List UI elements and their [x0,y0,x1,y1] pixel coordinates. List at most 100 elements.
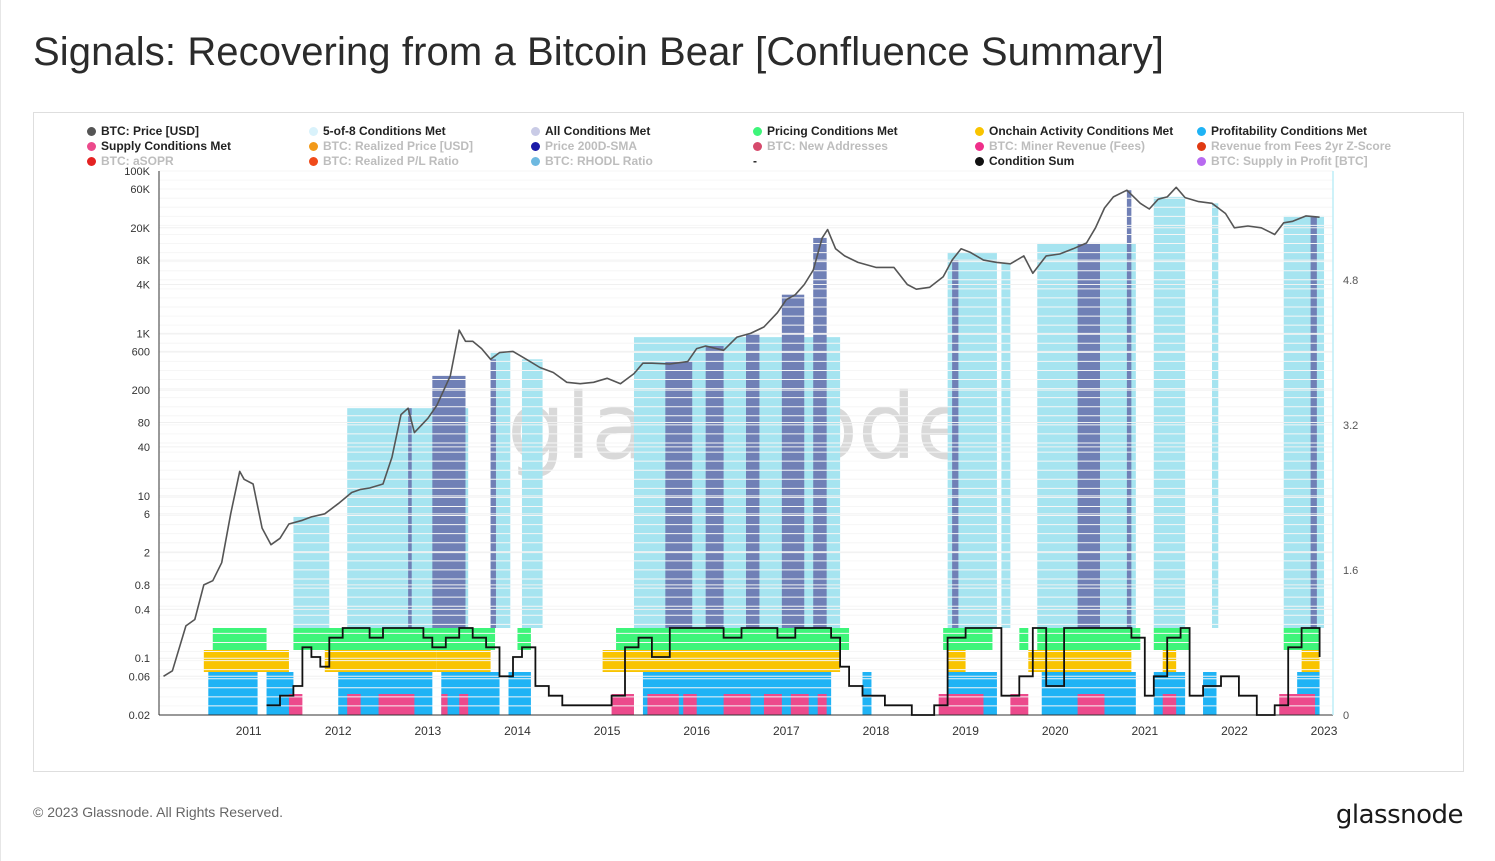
supply-band [763,694,782,715]
five-of-eight-band [1283,215,1325,629]
y-tick-label: 2 [144,548,150,560]
pricing-band [1153,628,1190,650]
legend-swatch [87,126,96,136]
legend-swatch [975,141,984,151]
series-lines [163,186,1321,716]
all-conditions-band [490,359,496,628]
legend-item[interactable]: Revenue from Fees 2yr Z-Score [1197,139,1419,153]
x-tick-label: 2016 [683,724,710,738]
supply-band [647,694,679,715]
legend-item[interactable]: Onchain Activity Conditions Met [975,124,1197,138]
x-tick-label: 2015 [594,724,621,738]
legend-item[interactable]: BTC: Realized P/L Ratio [309,154,531,168]
all-conditions-band [432,375,466,628]
y-tick-label: 1K [137,328,151,340]
x-tick-label: 2013 [415,724,442,738]
legend-item[interactable]: Supply Conditions Met [87,139,309,153]
supply-band [1077,694,1105,715]
legend-label: BTC: RHODL Ratio [545,154,653,168]
supply-band [611,694,634,715]
pricing-band [1037,628,1141,650]
x-tick-label: 2018 [863,724,890,738]
profitability-band [508,672,531,715]
legend-item[interactable]: Price 200D-SMA [531,139,753,153]
all-conditions-band [665,361,693,628]
supply-band [1162,694,1177,715]
legend-item[interactable]: BTC: aSOPR [87,154,309,168]
y-right-tick-label: 1.6 [1343,565,1358,577]
legend-swatch [1197,126,1206,136]
supply-band [441,694,448,715]
window-edge [0,0,1,861]
legend-item[interactable]: BTC: Supply in Profit [BTC] [1197,154,1419,168]
condition-sum-line [266,627,1321,716]
legend-swatch [531,126,540,136]
supply-band [1010,694,1029,715]
legend-swatch [87,156,96,166]
all-conditions-band [952,260,959,628]
legend-item[interactable]: 5-of-8 Conditions Met [309,124,531,138]
y-tick-label: 0.06 [129,671,150,683]
x-tick-label: 2017 [773,724,800,738]
legend-label: 5-of-8 Conditions Met [323,124,446,138]
axes: 100K 60K 20K 8K 4K 1K 600 200 80 40 10 6 2 0.8 0.4 0.1 0… [124,166,1358,738]
legend-item[interactable]: Pricing Conditions Met [753,124,975,138]
supply-band [459,694,469,715]
legend-label: BTC: Realized Price [USD] [323,139,474,153]
legend-item[interactable]: Condition Sum [975,154,1197,168]
supply-band [938,694,984,715]
glassnode-logo: glassnode [1335,800,1464,830]
page-title: Signals: Recovering from a Bitcoin Bear … [33,30,1164,74]
supply-band [723,694,751,715]
five-of-eight-band [633,337,841,628]
legend-swatch [975,126,984,136]
y-tick-label: 20K [130,223,150,235]
x-tick-label: 2022 [1221,724,1248,738]
legend-swatch [975,156,984,166]
y-tick-label: 200 [132,385,150,397]
y-tick-label: 40 [138,442,150,454]
legend-item[interactable]: BTC: RHODL Ratio [531,154,753,168]
five-of-eight-band [1001,263,1011,628]
legend-label: Pricing Conditions Met [767,124,898,138]
y-tick-label: 0.1 [135,653,150,665]
supply-band [347,694,361,715]
legend-swatch [87,141,96,151]
y-tick-label: 0.4 [135,604,150,616]
y-right-tick-label: 4.8 [1343,275,1358,287]
copyright-footer: © 2023 Glassnode. All Rights Reserved. [33,804,284,820]
legend-item[interactable]: Profitability Conditions Met [1197,124,1419,138]
legend-item[interactable]: BTC: Realized Price [USD] [309,139,531,153]
legend-label: BTC: Realized P/L Ratio [323,154,459,168]
x-tick-label: 2011 [236,724,262,738]
legend-item[interactable]: BTC: New Addresses [753,139,975,153]
pricing-band [212,628,267,650]
legend-label: All Conditions Met [545,124,651,138]
legend-swatch [1197,141,1206,151]
profitability-band [862,672,872,715]
legend-item[interactable]: All Conditions Met [531,124,753,138]
legend-item[interactable]: BTC: Price [USD] [87,124,309,138]
legend-swatch [1197,156,1206,166]
chart-legend: BTC: Price [USD] 5-of-8 Conditions Met All… [87,124,1467,168]
legend-item[interactable]: - [753,154,975,168]
pricing-band [293,628,496,650]
x-tick-label: 2020 [1042,724,1069,738]
legend-label: Revenue from Fees 2yr Z-Score [1211,139,1392,153]
legend-label: Supply Conditions Met [101,139,231,153]
pricing-band [1019,628,1029,650]
legend-label: BTC: Miner Revenue (Fees) [989,139,1146,153]
supply-band [817,694,827,715]
legend-item[interactable]: BTC: Miner Revenue (Fees) [975,139,1197,153]
y-tick-label: 100K [124,166,150,178]
y-right-tick-label: 3.2 [1343,420,1358,432]
legend-label: BTC: aSOPR [101,154,174,168]
y-tick-label: 4K [137,280,151,292]
x-tick-label: 2014 [504,724,531,738]
x-tick-label: 2019 [952,724,979,738]
x-tick-label: 2021 [1131,724,1158,738]
legend-label: BTC: New Addresses [767,139,888,153]
legend-swatch [531,141,540,151]
x-tick-label: 2012 [325,724,352,738]
